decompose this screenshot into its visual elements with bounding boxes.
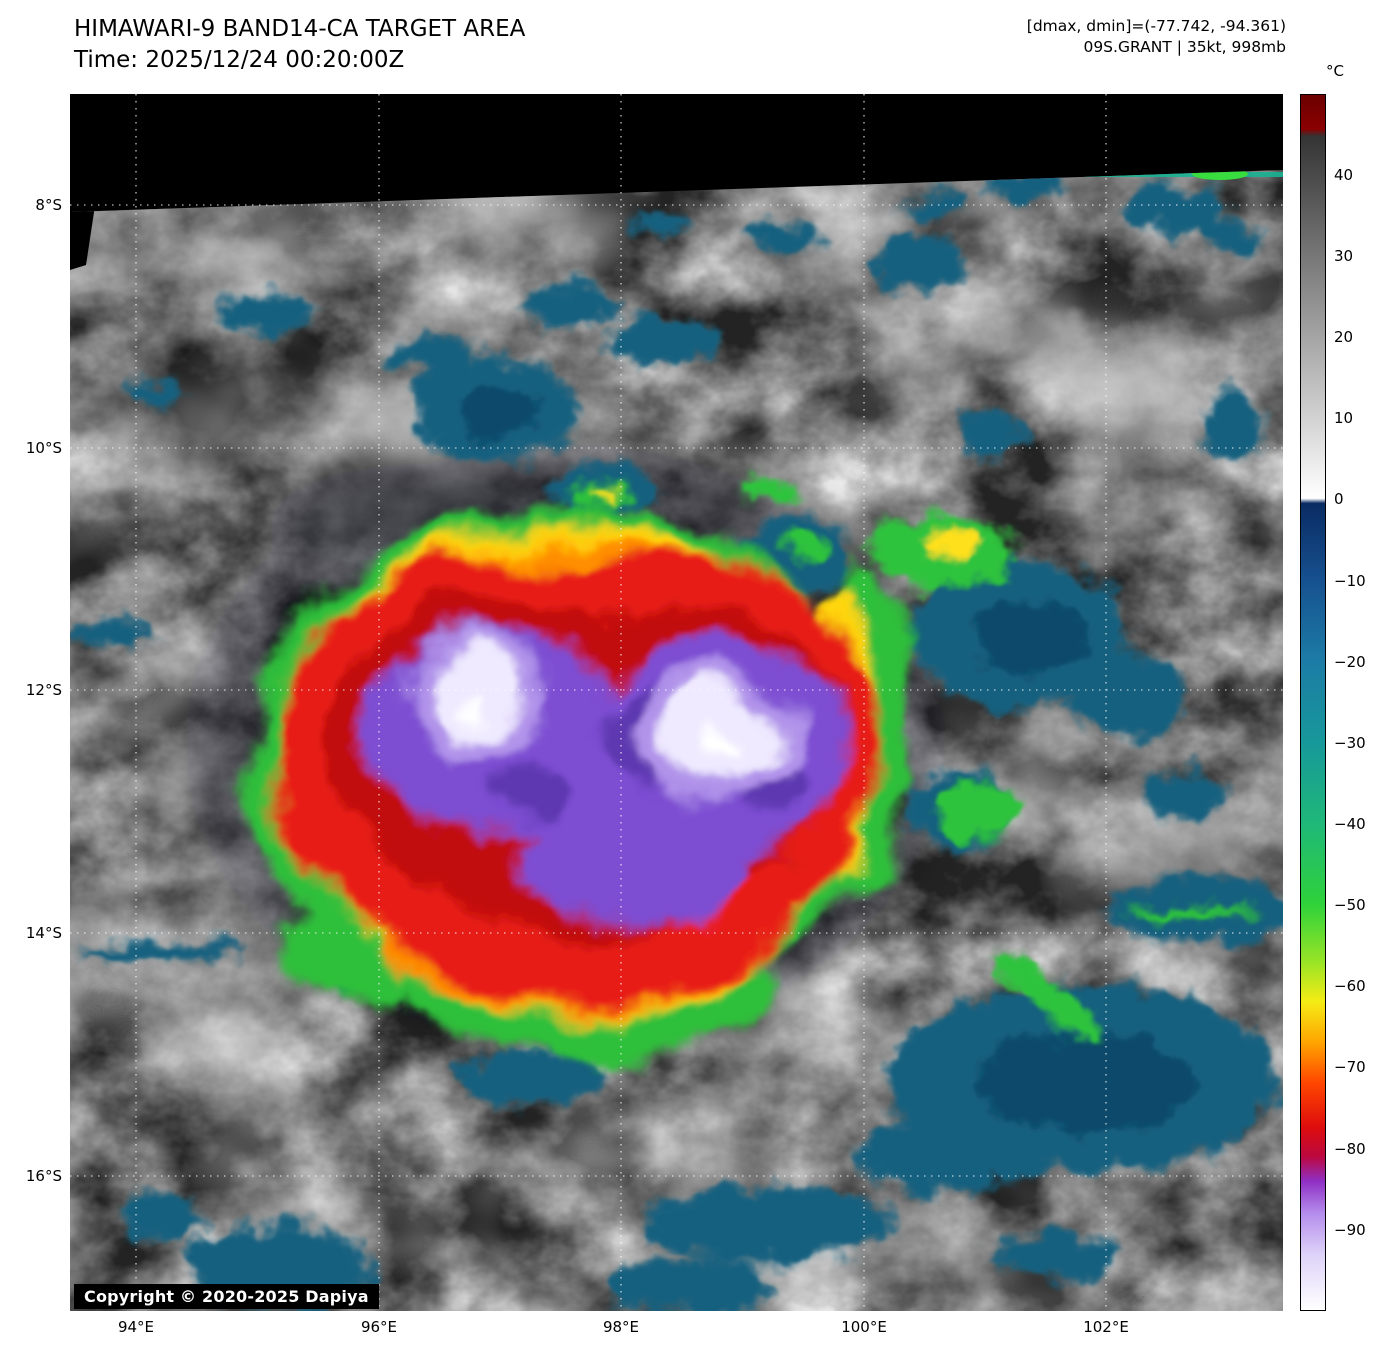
copyright-badge: Copyright © 2020-2025 Dapiya bbox=[74, 1284, 379, 1309]
colorbar-tick-label: −80 bbox=[1334, 1140, 1366, 1158]
storm-info-label: 09S.GRANT | 35kt, 998mb bbox=[1083, 38, 1286, 56]
colorbar-tick-label: −60 bbox=[1334, 977, 1366, 995]
lon-tick-label: 94°E bbox=[117, 1318, 155, 1336]
lat-tick-label: 12°S bbox=[25, 681, 62, 699]
dmax-dmin-label: [dmax, dmin]=(-77.742, -94.361) bbox=[1026, 17, 1286, 35]
colorbar-tick-label: 0 bbox=[1334, 490, 1344, 508]
lon-tick-label: 102°E bbox=[1083, 1318, 1129, 1336]
colorbar-tick-label: −30 bbox=[1334, 734, 1366, 752]
convective-patches bbox=[572, 474, 1254, 1039]
colorbar-tick-label: −70 bbox=[1334, 1058, 1366, 1076]
data-region bbox=[70, 170, 1283, 1311]
lat-tick-label: 10°S bbox=[25, 439, 62, 457]
tropical-cyclone bbox=[247, 507, 910, 1056]
colorbar-tick-label: −20 bbox=[1334, 653, 1366, 671]
satellite-map: Copyright © 2020-2025 Dapiya bbox=[70, 94, 1283, 1311]
lat-tick-label: 16°S bbox=[25, 1167, 62, 1185]
info-block: [dmax, dmin]=(-77.742, -94.361) 09S.GRAN… bbox=[1027, 16, 1286, 58]
colorbar-tick-label: 10 bbox=[1334, 409, 1354, 427]
colorbar-tick-label: −90 bbox=[1334, 1221, 1366, 1239]
colorbar-tick-label: −10 bbox=[1334, 572, 1366, 590]
colorbar-tick-label: 30 bbox=[1334, 247, 1354, 265]
title-block: HIMAWARI-9 BAND14-CA TARGET AREA Time: 2… bbox=[74, 14, 525, 76]
colorbar-tick-label: −40 bbox=[1334, 815, 1366, 833]
colorbar-unit-label: °C bbox=[1326, 62, 1344, 80]
colorbar-tick-label: 20 bbox=[1334, 328, 1354, 346]
lon-tick-label: 100°E bbox=[841, 1318, 887, 1336]
colorbar bbox=[1300, 94, 1326, 1311]
colorbar-tick-label: 40 bbox=[1334, 166, 1354, 184]
cold-cloud-patches bbox=[76, 170, 1283, 1311]
page-title: HIMAWARI-9 BAND14-CA TARGET AREA bbox=[74, 16, 526, 42]
colorbar-tick-label: −50 bbox=[1334, 896, 1366, 914]
lat-tick-label: 14°S bbox=[25, 924, 62, 942]
lon-tick-label: 98°E bbox=[602, 1318, 640, 1336]
satellite-ir-image bbox=[70, 94, 1283, 1311]
time-label: Time: 2025/12/24 00:20:00Z bbox=[74, 47, 405, 73]
lon-tick-label: 96°E bbox=[360, 1318, 398, 1336]
lat-tick-label: 8°S bbox=[35, 196, 62, 214]
